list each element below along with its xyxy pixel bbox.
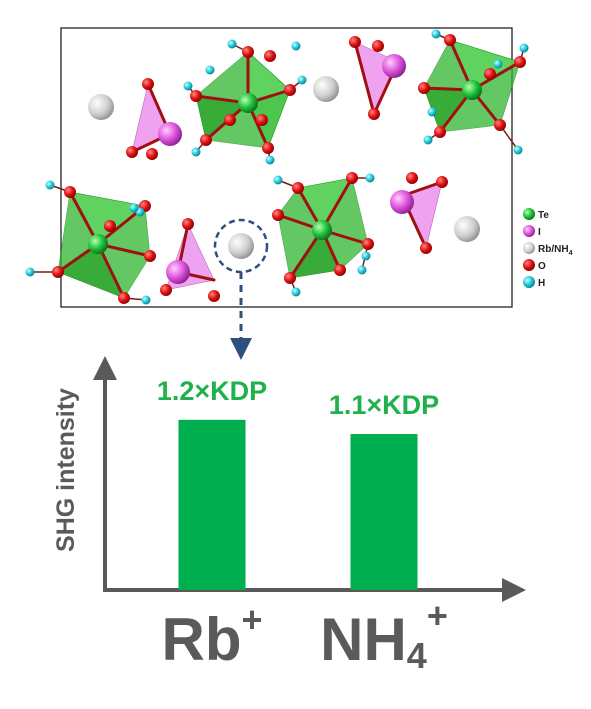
- legend-swatch: [523, 259, 535, 271]
- bar-1: [178, 419, 246, 590]
- legend-label: O: [538, 261, 546, 272]
- x-axis-arrowhead: [502, 578, 526, 602]
- te-atom: [88, 234, 108, 254]
- legend-swatch: [523, 225, 535, 237]
- i-atom: [158, 122, 182, 146]
- legend: Te I Rb/NH4 OH: [523, 208, 573, 289]
- legend-item: O: [523, 259, 546, 272]
- i-atom: [382, 54, 406, 78]
- y-axis-label: SHG intensity: [52, 388, 80, 552]
- i-atom: [166, 260, 190, 284]
- rb-nh4-atom: [228, 233, 254, 259]
- legend-item: H: [523, 276, 545, 289]
- legend-swatch: [523, 242, 535, 254]
- legend-swatch: [523, 276, 535, 288]
- te-atom: [462, 80, 482, 100]
- i-atom: [390, 190, 414, 214]
- legend-label: I: [538, 227, 541, 238]
- rb-nh4-atom: [454, 216, 480, 242]
- y-axis-arrowhead: [93, 356, 117, 380]
- rb-nh4-atom: [88, 94, 114, 120]
- bar-value-label: 1.2×KDP: [157, 376, 267, 406]
- legend-item: Te: [523, 208, 549, 221]
- bar-value-label: 1.1×KDP: [329, 390, 439, 420]
- crystal-structure: [25, 27, 529, 308]
- pointer-arrow: [230, 272, 252, 360]
- legend-swatch: [523, 208, 535, 220]
- category-label: Rb+: [161, 599, 262, 673]
- legend-item: I: [523, 225, 541, 238]
- o-atoms: [52, 34, 526, 304]
- h-atoms: [25, 29, 529, 305]
- bar-chart: SHG intensity 1.2×KDP Rb+ 1.1×KDP NH4+: [52, 356, 526, 676]
- legend-label: H: [538, 278, 545, 289]
- legend-label: Te: [538, 210, 549, 221]
- rb-nh4-atom: [313, 76, 339, 102]
- te-atom: [238, 93, 258, 113]
- te-atom: [312, 220, 332, 240]
- category-label: NH4+: [320, 595, 448, 676]
- legend-label: Rb/NH4: [538, 244, 573, 257]
- bar-2: [350, 434, 418, 590]
- legend-item: Rb/NH4: [523, 242, 573, 257]
